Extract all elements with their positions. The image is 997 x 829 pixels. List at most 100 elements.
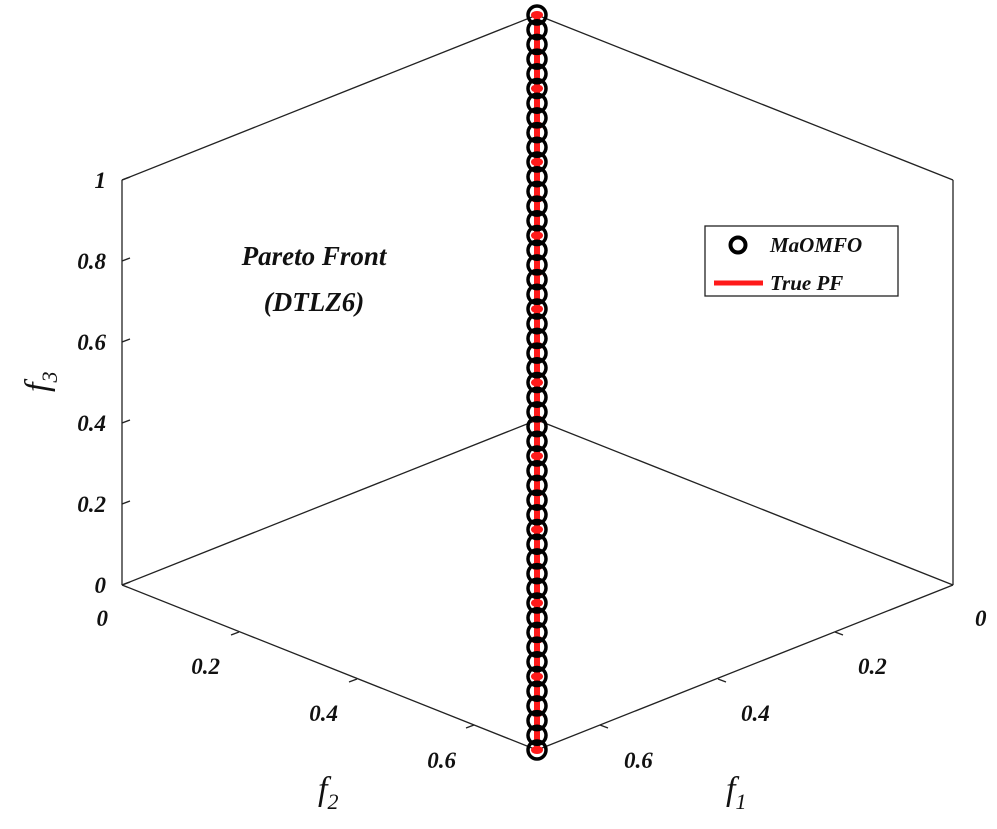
z-tick-0.8 <box>121 257 131 262</box>
maomfo-point <box>526 357 548 379</box>
z-tick-label: 0.8 <box>77 249 106 274</box>
maomfo-point <box>526 268 548 291</box>
f1-tick-labels: 0 0.2 0.4 0.6 <box>624 606 987 773</box>
z-tick-1 <box>121 176 131 181</box>
maomfo-point <box>526 151 548 173</box>
f2-tick-0.4 <box>348 678 358 683</box>
f2-tick-label: 0.4 <box>309 701 338 726</box>
series-maomfo <box>526 4 548 761</box>
maomfo-point <box>526 606 548 629</box>
tick-marks <box>121 176 844 729</box>
f1-tick-label: 0.4 <box>741 701 770 726</box>
z-tick-label: 1 <box>95 168 107 193</box>
maomfo-point <box>526 327 548 350</box>
box-edge-top-left <box>121 14 538 181</box>
maomfo-point <box>526 636 548 658</box>
legend-label-maomfo: MaOMFO <box>769 233 862 257</box>
chart-title-line-2: (DTLZ6) <box>264 287 364 317</box>
maomfo-point <box>526 239 548 261</box>
maomfo-point <box>526 680 548 702</box>
z-axis-label-sub: 3 <box>37 372 62 384</box>
f1-tick-label: 0.6 <box>624 748 653 773</box>
legend-label-true-pf: True PF <box>770 271 843 295</box>
maomfo-point <box>526 254 548 276</box>
true-pf-point <box>531 599 543 607</box>
maomfo-point <box>526 739 548 761</box>
true-pf-point <box>531 305 543 313</box>
f2-axis-label: f2 <box>318 771 338 814</box>
maomfo-point <box>526 210 548 232</box>
f1-tick-label: 0 <box>975 606 987 631</box>
maomfo-point <box>526 180 548 203</box>
axes-box <box>121 14 954 751</box>
axis-line-f2 <box>121 584 538 751</box>
legend: MaOMFO True PF <box>704 225 899 297</box>
maomfo-point <box>526 401 548 423</box>
axis-line-f1 <box>536 584 954 751</box>
z-tick-0.6 <box>121 338 131 343</box>
z-tick-0 <box>121 581 131 586</box>
f2-tick-labels: 0 0.2 0.4 0.6 <box>97 606 457 773</box>
maomfo-point <box>526 224 548 247</box>
f1-axis-label: f1 <box>726 771 746 814</box>
f2-axis-label-sub: 2 <box>327 789 338 814</box>
f2-tick-0.6 <box>465 724 475 729</box>
maomfo-point <box>526 415 548 438</box>
maomfo-point <box>526 489 548 511</box>
true-pf-point <box>531 452 543 460</box>
maomfo-point <box>526 312 548 335</box>
maomfo-point <box>526 430 548 453</box>
maomfo-point <box>526 665 548 688</box>
f2-tick-label: 0.6 <box>427 748 456 773</box>
true-pf-point <box>531 746 543 754</box>
maomfo-point <box>526 107 548 129</box>
box-edge-top-right <box>536 14 954 181</box>
maomfo-point <box>526 577 548 600</box>
true-pf-point <box>531 158 543 166</box>
maomfo-point <box>526 92 548 114</box>
f1-tick-label: 0.2 <box>858 654 887 679</box>
f1-tick-0.4 <box>717 678 727 683</box>
maomfo-point <box>526 342 548 364</box>
maomfo-point <box>526 533 548 555</box>
f2-tick-label: 0 <box>97 606 109 631</box>
z-tick-label: 0 <box>95 573 107 598</box>
z-tick-label: 0.6 <box>77 330 106 355</box>
maomfo-point <box>526 121 548 144</box>
maomfo-point <box>526 709 548 732</box>
z-tick-label: 0.2 <box>77 492 106 517</box>
maomfo-point <box>526 695 548 717</box>
maomfo-point <box>526 63 548 85</box>
maomfo-point <box>526 4 548 26</box>
z-tick-0.4 <box>121 419 131 424</box>
true-pf-point <box>531 231 543 240</box>
maomfo-point <box>526 445 548 467</box>
maomfo-point <box>526 165 548 188</box>
f1-tick-0.6 <box>599 724 609 729</box>
maomfo-point <box>526 386 548 408</box>
z-tick-labels: 0 0.2 0.4 0.6 0.8 1 <box>77 168 106 598</box>
maomfo-point <box>526 724 548 747</box>
f1-tick-0.2 <box>834 631 844 636</box>
maomfo-point <box>526 562 548 585</box>
legend-marker-maomfo <box>728 235 748 255</box>
true-pf-point <box>531 84 543 93</box>
maomfo-point <box>526 195 548 217</box>
maomfo-point <box>526 474 548 497</box>
maomfo-point <box>526 621 548 644</box>
maomfo-point <box>526 298 548 320</box>
true-pf-point <box>531 672 543 681</box>
floor-edge-left <box>121 419 538 586</box>
maomfo-point <box>526 504 548 526</box>
z-tick-label: 0.4 <box>77 411 106 436</box>
f2-tick-label: 0.2 <box>191 654 220 679</box>
maomfo-point <box>526 459 548 482</box>
maomfo-point <box>526 592 548 614</box>
maomfo-point <box>526 651 548 673</box>
true-pf-point <box>531 11 543 19</box>
z-tick-0.2 <box>121 500 131 505</box>
maomfo-point <box>526 371 548 394</box>
f1-axis-label-sub: 1 <box>735 789 746 814</box>
maomfo-point <box>526 18 548 41</box>
